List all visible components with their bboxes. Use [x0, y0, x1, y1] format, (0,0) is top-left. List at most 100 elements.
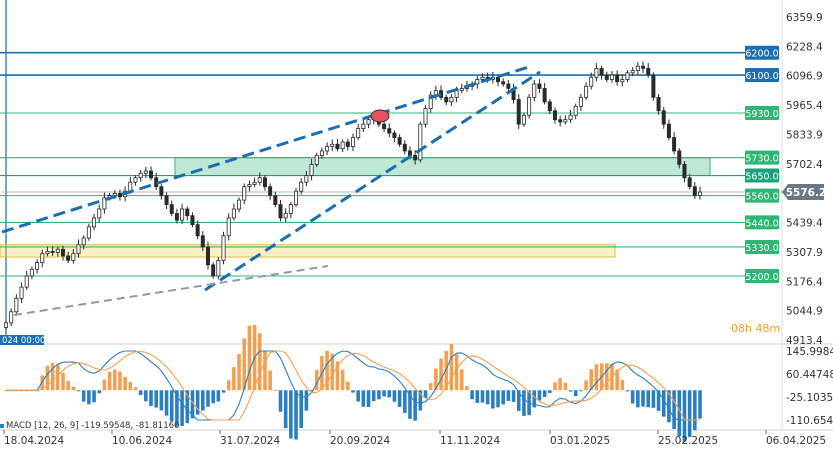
candle-body [397, 137, 402, 145]
y-tick-label: 6228.4 [786, 41, 823, 53]
macd-histogram-bar [330, 353, 335, 391]
macd-histogram-bar [397, 390, 402, 407]
level-tag-label: 5330.0 [745, 243, 778, 254]
current-price-label: 5576.2 [786, 187, 827, 199]
upper-trendline-extension[interactable] [377, 64, 533, 116]
current-price-tag [782, 183, 824, 200]
candle-body [35, 262, 40, 270]
candle-body [294, 190, 299, 205]
x-tick-label: 25.02.2025 [658, 435, 718, 447]
candle-body [480, 76, 485, 80]
macd-histogram-bar [496, 390, 500, 408]
macd-histogram-bar [387, 390, 392, 398]
candle-body [330, 143, 335, 147]
candle-body [698, 191, 703, 197]
candle-body [547, 101, 552, 112]
macd-histogram-bar [568, 390, 573, 392]
timestamp-tag [0, 335, 44, 345]
macd-histogram-bar [92, 390, 96, 403]
macd-histogram-bar [656, 390, 661, 411]
macd-histogram-bar [325, 350, 329, 391]
zones [0, 157, 711, 258]
macd-histogram-bar [537, 390, 542, 401]
macd-histogram-bar [687, 390, 692, 437]
candle-body [516, 99, 521, 125]
candle-body [81, 237, 86, 246]
macd-histogram-bar [133, 387, 138, 391]
y-tick-label: 5439.4 [786, 218, 823, 230]
candle-body [692, 186, 697, 197]
macd-histogram-bar [470, 390, 474, 400]
candle-body [573, 105, 578, 116]
candle-body [584, 85, 589, 98]
candle-body [273, 195, 278, 205]
candle-body [625, 72, 630, 80]
macd-histogram-bar [511, 390, 516, 402]
candle-body [60, 248, 65, 257]
countdown-hours: 08 [731, 322, 745, 335]
candle-body [133, 177, 138, 183]
macd-histogram-bar [428, 383, 433, 391]
countdown-minutes: 48 [755, 322, 770, 335]
macd-histogram-bar [180, 390, 184, 427]
macd-histogram-bar [542, 390, 547, 398]
macd-y-tick-label: 145.9984 [786, 346, 833, 358]
macd-histogram-bar [408, 390, 412, 419]
macd-histogram-bar [107, 371, 112, 391]
candle-body [666, 123, 671, 138]
macd-histogram-bar [340, 369, 345, 391]
candle-body [542, 88, 547, 103]
candle-body [262, 177, 267, 188]
macd-histogram-bar [661, 390, 666, 417]
macd-histogram-bar [480, 390, 485, 403]
countdown-m-unit: m [769, 322, 781, 335]
candle-body [231, 208, 236, 219]
candle-body [128, 181, 133, 192]
macd-histogram-bar [522, 390, 526, 416]
candle-body [97, 208, 102, 219]
candle-body [314, 155, 319, 165]
macd-histogram-bar [185, 390, 190, 424]
level-tag-label: 5930.0 [745, 109, 778, 120]
candle-body [71, 253, 76, 261]
macd-histogram-bar [434, 368, 438, 391]
level-tag [745, 215, 779, 230]
candle-body [521, 114, 526, 125]
candle-body [423, 108, 428, 125]
candle-body [66, 255, 71, 261]
macd-label-swatch [0, 424, 4, 428]
support-zone [174, 157, 711, 177]
candle-body [661, 110, 666, 125]
candle-body [501, 81, 506, 85]
macd-histogram-bar [485, 390, 490, 405]
candle-body [143, 170, 148, 174]
candle-body [345, 141, 350, 147]
macd-histogram-bar [418, 390, 423, 411]
lower-trendline[interactable] [204, 70, 541, 292]
candle-body [185, 208, 190, 217]
candle-body [350, 137, 355, 147]
candle-body [382, 123, 387, 130]
candle-body [392, 132, 397, 138]
macd-histogram-bar [159, 390, 164, 411]
x-tick-label: 31.07.2024 [220, 435, 280, 447]
macd-histogram-bar [76, 390, 81, 392]
candle-body [532, 83, 537, 98]
highlight-marker[interactable] [370, 109, 390, 123]
candle-body [252, 181, 257, 185]
level-tag [745, 269, 779, 284]
candle-body [366, 119, 371, 125]
candle-body [288, 204, 293, 214]
macd-histogram-bar [278, 390, 283, 412]
macd-histogram-bar [232, 367, 236, 391]
trendlines[interactable] [1, 64, 541, 316]
grey-trendline[interactable] [13, 265, 329, 316]
candle-body [475, 79, 480, 85]
candle-body [164, 195, 169, 205]
macd-histogram-bar [87, 390, 91, 405]
candle-body [620, 79, 625, 83]
upper-trendline[interactable] [1, 112, 379, 234]
macd-histogram-bar [449, 343, 454, 391]
